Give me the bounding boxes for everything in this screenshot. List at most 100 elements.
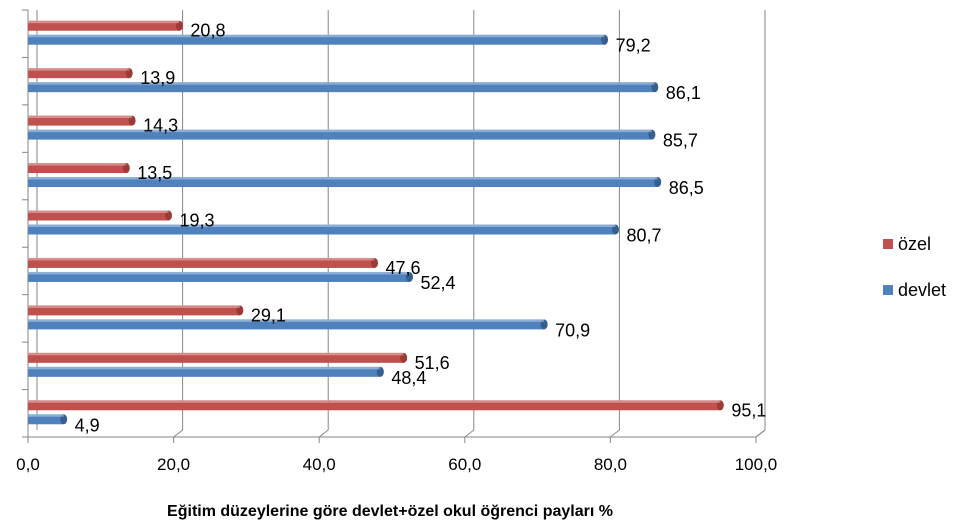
data-label-devlet: 48,4 — [391, 368, 426, 388]
chart-caption: Eğitim düzeylerine göre devlet+özel okul… — [167, 503, 613, 520]
bar-devlet-face — [28, 224, 616, 235]
bar-ozel-shine — [28, 305, 240, 308]
bar-devlet-shine — [28, 271, 410, 275]
data-label-ozel: 95,1 — [731, 400, 766, 420]
bar-ozel-cap — [165, 210, 173, 221]
data-label-devlet: 80,7 — [626, 226, 661, 246]
bar-ozel — [28, 210, 173, 221]
bar-ozel-cap — [236, 305, 244, 316]
bar-devlet-face — [28, 82, 655, 93]
data-label-devlet: 85,7 — [663, 131, 698, 151]
bar-devlet-face — [28, 177, 658, 188]
bar-devlet — [28, 177, 662, 188]
data-label-devlet: 52,4 — [420, 273, 455, 293]
bar-devlet — [28, 34, 609, 45]
bar-ozel-cap — [400, 352, 408, 363]
bar-devlet-cap — [376, 366, 384, 377]
x-tick-labels: 0,0 20,0 40,0 60,0 80,0 100,0 — [16, 455, 777, 474]
bar-ozel-face — [28, 210, 169, 221]
bar-devlet-face — [28, 34, 605, 45]
x-tick-label: 20,0 — [157, 455, 190, 474]
bar-ozel — [28, 352, 408, 363]
bars — [28, 20, 724, 425]
gridline-floor — [610, 429, 620, 438]
bar-ozel — [28, 163, 130, 174]
bar-ozel-face — [28, 257, 375, 268]
legend-item-ozel: özel — [883, 232, 946, 256]
x-tick-label: 80,0 — [594, 455, 627, 474]
bar-ozel-cap — [371, 257, 379, 268]
bar-devlet-shine — [28, 414, 64, 417]
x-axis-corner — [755, 429, 766, 438]
bar-devlet-shine — [28, 177, 658, 180]
data-label-ozel: 20,8 — [190, 21, 225, 41]
bar-devlet-cap — [540, 319, 548, 330]
bar-ozel-face — [28, 20, 180, 31]
data-label-devlet: 79,2 — [616, 36, 651, 56]
bar-devlet-cap — [60, 414, 68, 425]
bar-ozel-face — [28, 163, 127, 174]
bar-ozel-shine — [28, 210, 169, 213]
bar-devlet-face — [28, 129, 652, 140]
bar-ozel-shine — [28, 115, 133, 119]
bar-devlet-shine — [28, 224, 616, 227]
bar-devlet-face — [28, 414, 64, 425]
bar-devlet-cap — [601, 34, 609, 45]
bar-ozel-shine — [28, 352, 404, 356]
bar-ozel-shine — [28, 20, 180, 24]
bar-devlet — [28, 414, 68, 425]
bar-ozel-cap — [175, 20, 183, 31]
data-label-ozel: 14,3 — [143, 116, 178, 136]
bar-ozel-face — [28, 305, 240, 316]
bar-devlet-cap — [654, 177, 662, 188]
x-tick-label: 0,0 — [16, 455, 40, 474]
bar-ozel — [28, 20, 183, 31]
legend-swatch-devlet — [883, 285, 893, 295]
data-label-devlet: 4,9 — [75, 415, 100, 435]
bar-ozel-face — [28, 68, 130, 79]
bar-devlet — [28, 366, 384, 377]
bar-devlet — [28, 82, 659, 93]
x-tick-label: 100,0 — [735, 455, 778, 474]
bar-ozel-cap — [122, 163, 130, 174]
bar-ozel-cap — [716, 400, 724, 411]
bar-ozel-cap — [125, 68, 133, 79]
bar-ozel-face — [28, 115, 133, 126]
bar-devlet-shine — [28, 319, 545, 322]
data-label-ozel: 47,6 — [386, 258, 421, 278]
x-tick-label: 60,0 — [448, 455, 481, 474]
bar-devlet-face — [28, 319, 545, 330]
data-labels: 95,1 4,9 51,648,4 29,1 70,9 47,652,4 19,3 80,7 1… — [75, 21, 767, 436]
bar-devlet-shine — [28, 366, 381, 370]
legend-label-ozel: özel — [898, 233, 932, 254]
data-label-ozel: 29,1 — [251, 305, 286, 325]
legend-swatch-ozel — [883, 239, 893, 249]
bar-ozel-shine — [28, 68, 130, 71]
bar-devlet-cap — [405, 271, 413, 282]
bar-ozel-shine — [28, 400, 721, 403]
bar-ozel-face — [28, 400, 721, 411]
data-label-ozel: 13,5 — [137, 163, 172, 183]
bar-devlet — [28, 224, 619, 235]
bar-devlet-face — [28, 271, 410, 282]
x-tick-label: 40,0 — [303, 455, 336, 474]
data-label-ozel: 13,9 — [140, 68, 175, 88]
legend-label-devlet: devlet — [898, 279, 947, 300]
bar-devlet-face — [28, 366, 381, 377]
gridline-floor — [464, 429, 475, 438]
bar-ozel — [28, 257, 379, 268]
bar-ozel-shine — [28, 257, 375, 261]
bar-ozel — [28, 115, 136, 126]
bar-devlet — [28, 129, 656, 140]
bar-devlet-cap — [651, 82, 659, 93]
bar-ozel — [28, 400, 724, 411]
legend: özel devlet — [883, 232, 946, 324]
bar-ozel — [28, 305, 244, 316]
legend-item-devlet: devlet — [883, 278, 946, 302]
bar-ozel-shine — [28, 163, 127, 166]
data-label-devlet: 70,9 — [555, 320, 590, 340]
bar-devlet — [28, 271, 413, 282]
bar-ozel-cap — [128, 115, 136, 126]
data-label-devlet: 86,5 — [669, 178, 704, 198]
